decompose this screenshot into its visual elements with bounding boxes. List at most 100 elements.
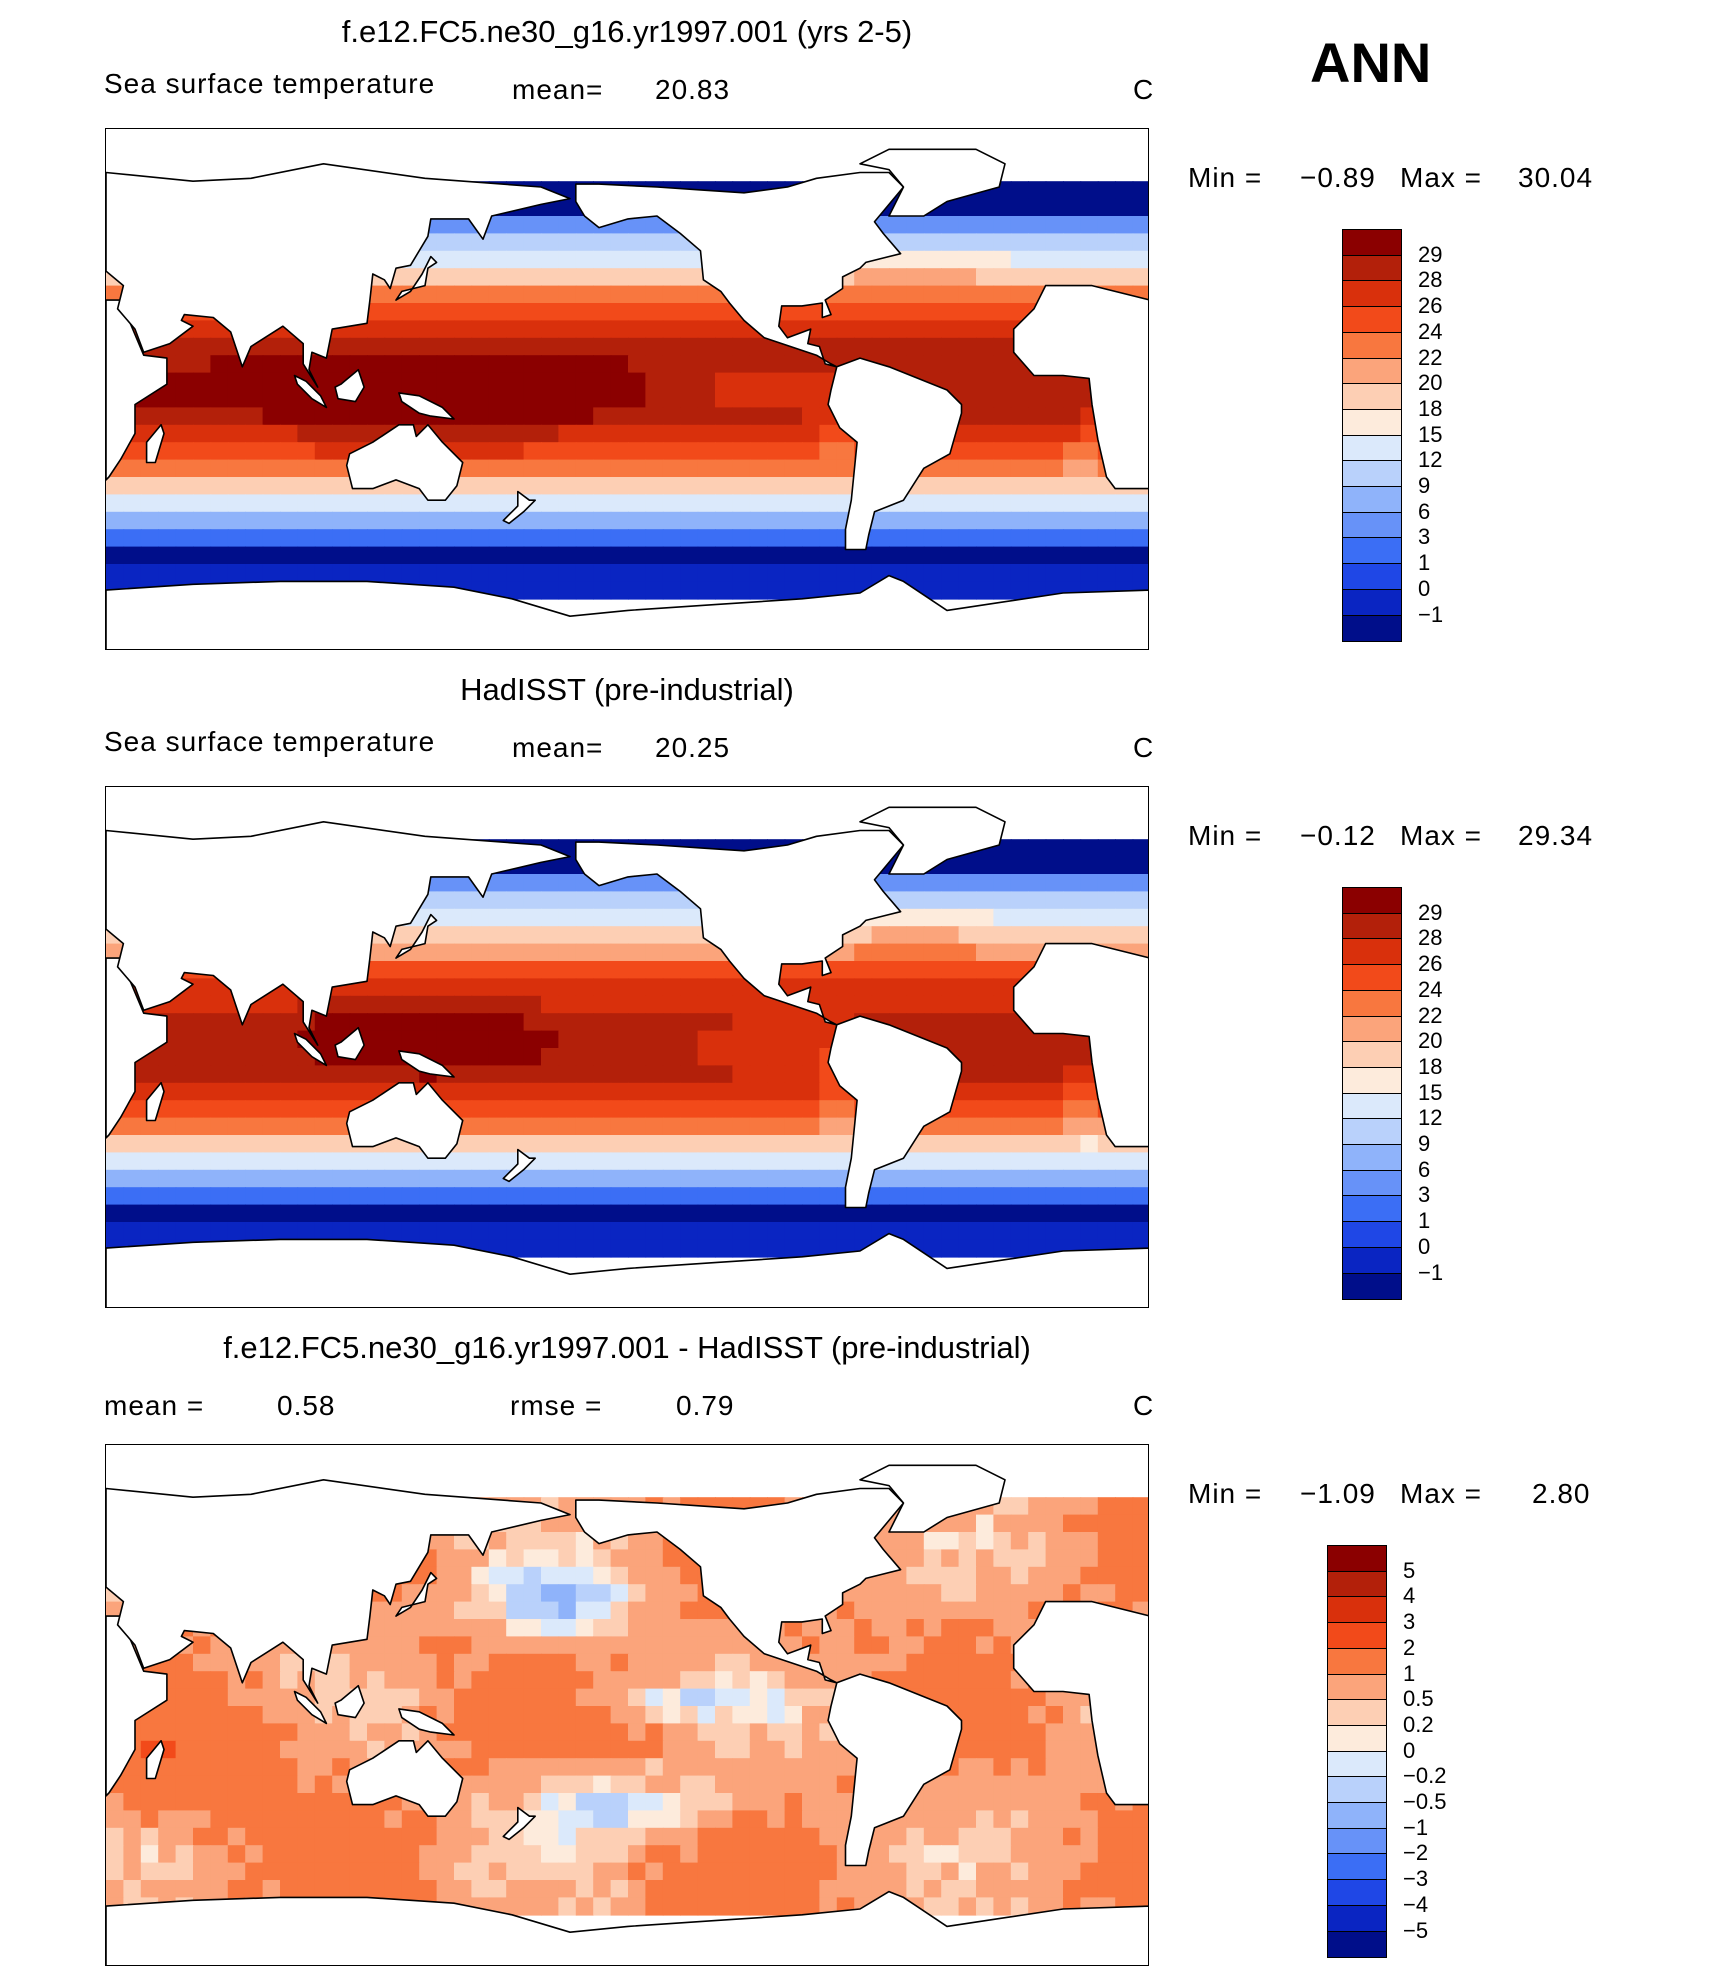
grid-cell — [1063, 1532, 1082, 1551]
grid-cell — [1045, 564, 1064, 583]
grid-cell — [1097, 1187, 1116, 1206]
grid-cell — [1045, 1740, 1064, 1759]
grid-cell — [541, 1169, 560, 1188]
grid-cell — [262, 1775, 281, 1794]
colorbar-swatch — [1342, 1041, 1402, 1069]
grid-cell — [488, 250, 507, 269]
grid-cell — [454, 908, 473, 927]
grid-cell — [889, 1601, 908, 1620]
grid-cell — [401, 1671, 420, 1690]
grid-cell — [889, 874, 908, 893]
grid-cell — [732, 1653, 751, 1672]
grid-cell — [297, 1152, 316, 1171]
grid-cell — [958, 564, 977, 583]
grid-cell — [488, 943, 507, 962]
grid-cell — [976, 1514, 995, 1533]
grid-cell — [662, 320, 681, 339]
grid-cell — [906, 1204, 925, 1223]
grid-cell — [645, 908, 664, 927]
grid-cell — [645, 546, 664, 565]
colorbar-tick-label: 0 — [1403, 1737, 1416, 1763]
grid-cell — [610, 564, 629, 583]
grid-cell — [923, 581, 942, 600]
grid-cell — [523, 943, 542, 962]
grid-cell — [454, 1653, 473, 1672]
grid-cell — [227, 1775, 246, 1794]
grid-cell — [906, 268, 925, 287]
colorbar-tick-label: 22 — [1418, 1002, 1443, 1028]
grid-cell — [280, 546, 299, 565]
grid-cell — [1115, 908, 1134, 927]
grid-cell — [227, 1688, 246, 1707]
grid-cell — [1010, 198, 1029, 217]
grid-cell — [506, 337, 525, 356]
grid-cell — [802, 407, 821, 426]
grid-cell — [454, 1204, 473, 1223]
grid-cell — [1028, 1566, 1047, 1585]
grid-cell — [384, 337, 403, 356]
grid-cell — [488, 1723, 507, 1742]
colorbar-swatch — [1342, 1066, 1402, 1095]
grid-cell — [558, 961, 577, 980]
grid-cell — [680, 1048, 699, 1067]
grid-cell — [454, 1706, 473, 1725]
grid-cell — [436, 1169, 455, 1188]
grid-cell — [1010, 511, 1029, 530]
grid-cell — [662, 1048, 681, 1067]
grid-cell — [958, 1845, 977, 1864]
grid-cell — [1063, 407, 1082, 426]
grid-cell — [889, 961, 908, 980]
grid-cell — [106, 1810, 125, 1829]
grid-cell — [454, 1723, 473, 1742]
grid-cell — [419, 1601, 438, 1620]
grid-cell — [523, 1723, 542, 1742]
grid-cell — [784, 1082, 803, 1101]
grid-cell — [1063, 459, 1082, 478]
grid-cell — [1097, 874, 1116, 893]
grid-cell — [645, 268, 664, 287]
land-polygon — [859, 806, 1006, 875]
grid-cell — [297, 424, 316, 443]
grid-cell — [993, 442, 1012, 461]
grid-cell — [332, 1065, 351, 1084]
grid-cell — [488, 995, 507, 1014]
grid-cell — [280, 1135, 299, 1154]
grid-cell — [523, 908, 542, 927]
grid-cell — [558, 320, 577, 339]
grid-cell — [628, 442, 647, 461]
grid-cell — [454, 961, 473, 980]
grid-cell — [836, 1222, 855, 1241]
grid-cell — [1063, 1740, 1082, 1759]
grid-cell — [697, 1671, 716, 1690]
land-polygon — [1012, 942, 1148, 1148]
grid-cell — [1063, 564, 1082, 583]
grid-cell — [1045, 1566, 1064, 1585]
grid-cell — [471, 1619, 490, 1638]
grid-cell — [1115, 1566, 1134, 1585]
grid-cell — [401, 511, 420, 530]
grid-cell — [697, 1653, 716, 1672]
grid-cell — [436, 233, 455, 252]
grid-cell — [541, 1671, 560, 1690]
grid-cell — [297, 1117, 316, 1136]
grid-cell — [541, 303, 560, 322]
grid-cell — [523, 1013, 542, 1032]
colorbar-swatch — [1342, 1015, 1402, 1043]
land-polygon — [827, 1673, 963, 1867]
grid-cell — [280, 337, 299, 356]
grid-cell — [941, 1222, 960, 1241]
grid-cell — [819, 337, 838, 356]
grid-cell — [819, 529, 838, 548]
grid-cell — [819, 320, 838, 339]
grid-cell — [575, 1775, 594, 1794]
grid-cell — [976, 856, 995, 875]
grid-cell — [454, 1549, 473, 1568]
grid-cell — [645, 1222, 664, 1241]
grid-cell — [958, 1723, 977, 1742]
grid-cell — [802, 1013, 821, 1032]
grid-cell — [419, 961, 438, 980]
grid-cell — [680, 285, 699, 304]
grid-cell — [993, 1030, 1012, 1049]
grid-cell — [541, 511, 560, 530]
grid-cell — [193, 320, 212, 339]
